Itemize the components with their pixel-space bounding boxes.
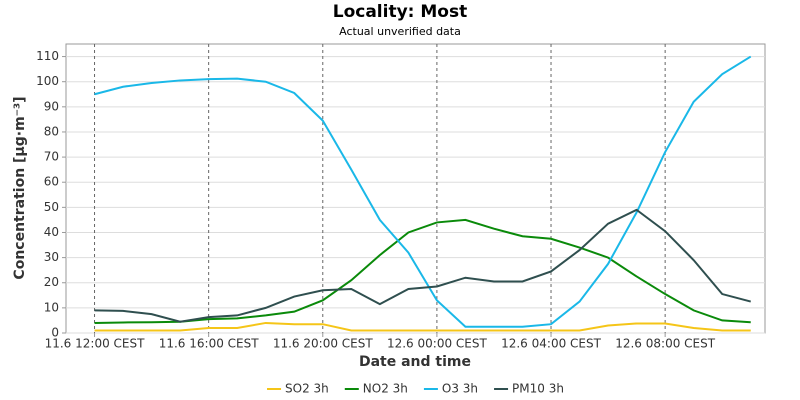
y-tick-label: 110: [36, 49, 59, 63]
y-tick-label: 10: [44, 300, 59, 314]
x-axis-label: Date and time: [359, 354, 471, 370]
x-tick-label: 11.6 12:00 CEST: [45, 337, 146, 351]
line-series: [94, 218, 751, 324]
y-tick-label: 40: [44, 225, 59, 239]
chart-title: Locality: Most: [333, 2, 467, 22]
x-tick-label: 11.6 16:00 CEST: [159, 337, 260, 351]
y-tick-label: 60: [44, 175, 59, 189]
line-series: [94, 55, 752, 328]
y-axis-label: Concentration [µg·m⁻³]: [12, 96, 28, 279]
y-tick-label: 70: [44, 150, 59, 164]
x-tick-label: 12.6 00:00 CEST: [387, 337, 488, 351]
y-tick-label: 30: [44, 250, 59, 264]
chart-subtitle: Actual unverified data: [339, 25, 461, 38]
y-tick-label: 100: [36, 74, 59, 88]
x-tick-label: 12.6 04:00 CEST: [501, 337, 602, 351]
y-tick-label: 80: [44, 124, 59, 138]
legend-text: NO2 3h: [363, 382, 408, 396]
legend-text: PM10 3h: [512, 382, 564, 396]
x-tick-label: 11.6 20:00 CEST: [273, 337, 374, 351]
line-series: [94, 321, 751, 332]
plot-area: [65, 43, 766, 334]
y-tick-label: 90: [44, 99, 59, 113]
line-series: [94, 208, 751, 323]
y-tick-label: 50: [44, 200, 59, 214]
legend-text: O3 3h: [442, 382, 478, 396]
y-tick-label: 20: [44, 275, 59, 289]
y-tick-label: 0: [51, 326, 59, 340]
legend-text: SO2 3h: [285, 382, 329, 396]
x-tick-label: 12.6 08:00 CEST: [615, 337, 716, 351]
